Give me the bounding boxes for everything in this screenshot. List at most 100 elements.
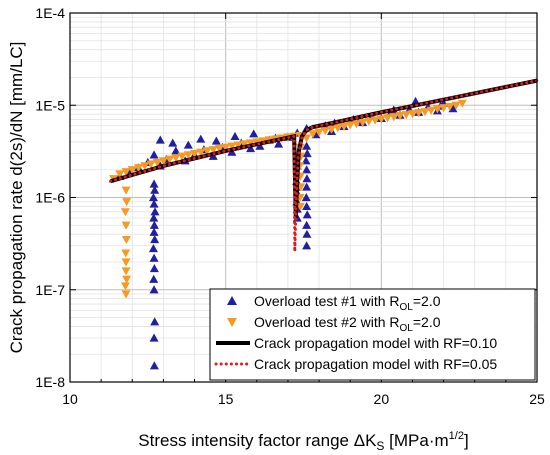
x-axis-title-unit-end: ] [464, 431, 469, 450]
data-point [230, 131, 240, 140]
data-point [451, 101, 461, 110]
data-point [148, 193, 158, 202]
data-point [302, 201, 312, 211]
axis-ticks: 10 15 20 25 1E-8 1E-7 1E-6 1E-5 1E-4 [35, 5, 545, 407]
data-point [140, 162, 150, 171]
data-point [351, 120, 361, 129]
data-point [183, 151, 193, 160]
data-point [149, 263, 159, 273]
data-point [339, 122, 349, 131]
data-point [122, 198, 132, 207]
data-point [407, 110, 417, 119]
data-point [149, 220, 159, 229]
y-tick-label: 1E-7 [35, 282, 65, 298]
data-point [120, 282, 130, 291]
legend-label: Crack propagation model with RF=0.05 [254, 356, 497, 372]
data-point [149, 333, 159, 342]
data-point [177, 152, 187, 161]
data-point [401, 111, 411, 120]
data-point [127, 166, 137, 175]
data-point [227, 147, 237, 156]
data-point [121, 267, 131, 276]
x-axis-title-main: Stress intensity factor range ΔK [138, 431, 377, 450]
data-series [108, 78, 539, 370]
data-point [122, 275, 132, 284]
data-point [376, 115, 386, 124]
data-point [150, 185, 160, 194]
data-point [445, 102, 455, 111]
y-tick-label: 1E-8 [35, 374, 65, 390]
data-point [190, 149, 200, 158]
data-point [149, 285, 159, 294]
series-line [108, 79, 539, 252]
data-point [274, 139, 284, 148]
legend-label: Crack propagation model with RF=0.10 [254, 335, 497, 351]
data-point [183, 140, 193, 149]
data-point [364, 117, 374, 126]
x-axis-title-unit: [MPa·m [384, 431, 448, 450]
y-tick-label: 1E-6 [35, 190, 65, 206]
legend-marker [227, 318, 237, 327]
data-point [327, 125, 337, 134]
data-point [148, 243, 158, 253]
data-point [358, 118, 368, 128]
data-point [233, 141, 243, 150]
legend-label: Overload test #1 with ROL=2.0 [254, 293, 441, 313]
data-point [302, 241, 312, 250]
data-point [149, 274, 159, 283]
x-axis-title: Stress intensity factor range ΔKS [MPa·m… [138, 430, 468, 453]
data-point [302, 210, 312, 219]
data-point [196, 134, 206, 143]
data-point [308, 130, 318, 139]
data-point [221, 143, 231, 152]
data-point [146, 160, 156, 169]
data-point [121, 221, 131, 230]
data-point [302, 174, 312, 183]
data-point [202, 147, 212, 156]
data-point [149, 199, 159, 208]
data-point [302, 141, 312, 150]
y-tick-label: 1E-5 [35, 97, 65, 113]
data-point [255, 141, 265, 150]
legend-marker [227, 296, 237, 305]
data-point [214, 144, 224, 153]
data-point [432, 105, 442, 114]
data-point [121, 258, 131, 267]
data-point [150, 207, 160, 216]
data-point [439, 104, 449, 113]
data-point [152, 158, 162, 167]
y-axis-title: Crack propagation rate d(2s)/dN [mm/LC] [7, 42, 26, 354]
data-point [158, 157, 168, 166]
data-point [121, 249, 131, 258]
x-tick-label: 25 [529, 391, 545, 407]
x-axis-title-unit-sup: 1/2 [449, 430, 464, 442]
data-point [302, 182, 312, 191]
data-point [171, 154, 181, 163]
data-point [165, 155, 175, 164]
data-point [121, 290, 131, 299]
data-point [196, 148, 206, 157]
data-point [314, 128, 324, 137]
data-point [239, 140, 249, 149]
data-point [395, 112, 405, 121]
data-point [121, 168, 131, 177]
data-point [149, 227, 159, 236]
data-point [115, 170, 125, 179]
data-point [149, 361, 159, 370]
data-point [150, 235, 160, 244]
data-point [246, 139, 256, 148]
data-point [149, 253, 159, 262]
y-tick-label: 1E-4 [35, 5, 65, 21]
x-tick-label: 15 [218, 391, 234, 407]
data-point [121, 235, 131, 245]
data-point [333, 124, 343, 133]
data-point [208, 146, 218, 155]
legend-box [209, 288, 536, 381]
data-point [168, 138, 178, 147]
data-point [370, 116, 380, 125]
data-point [345, 121, 355, 130]
data-point [149, 213, 159, 222]
x-tick-label: 20 [374, 391, 390, 407]
